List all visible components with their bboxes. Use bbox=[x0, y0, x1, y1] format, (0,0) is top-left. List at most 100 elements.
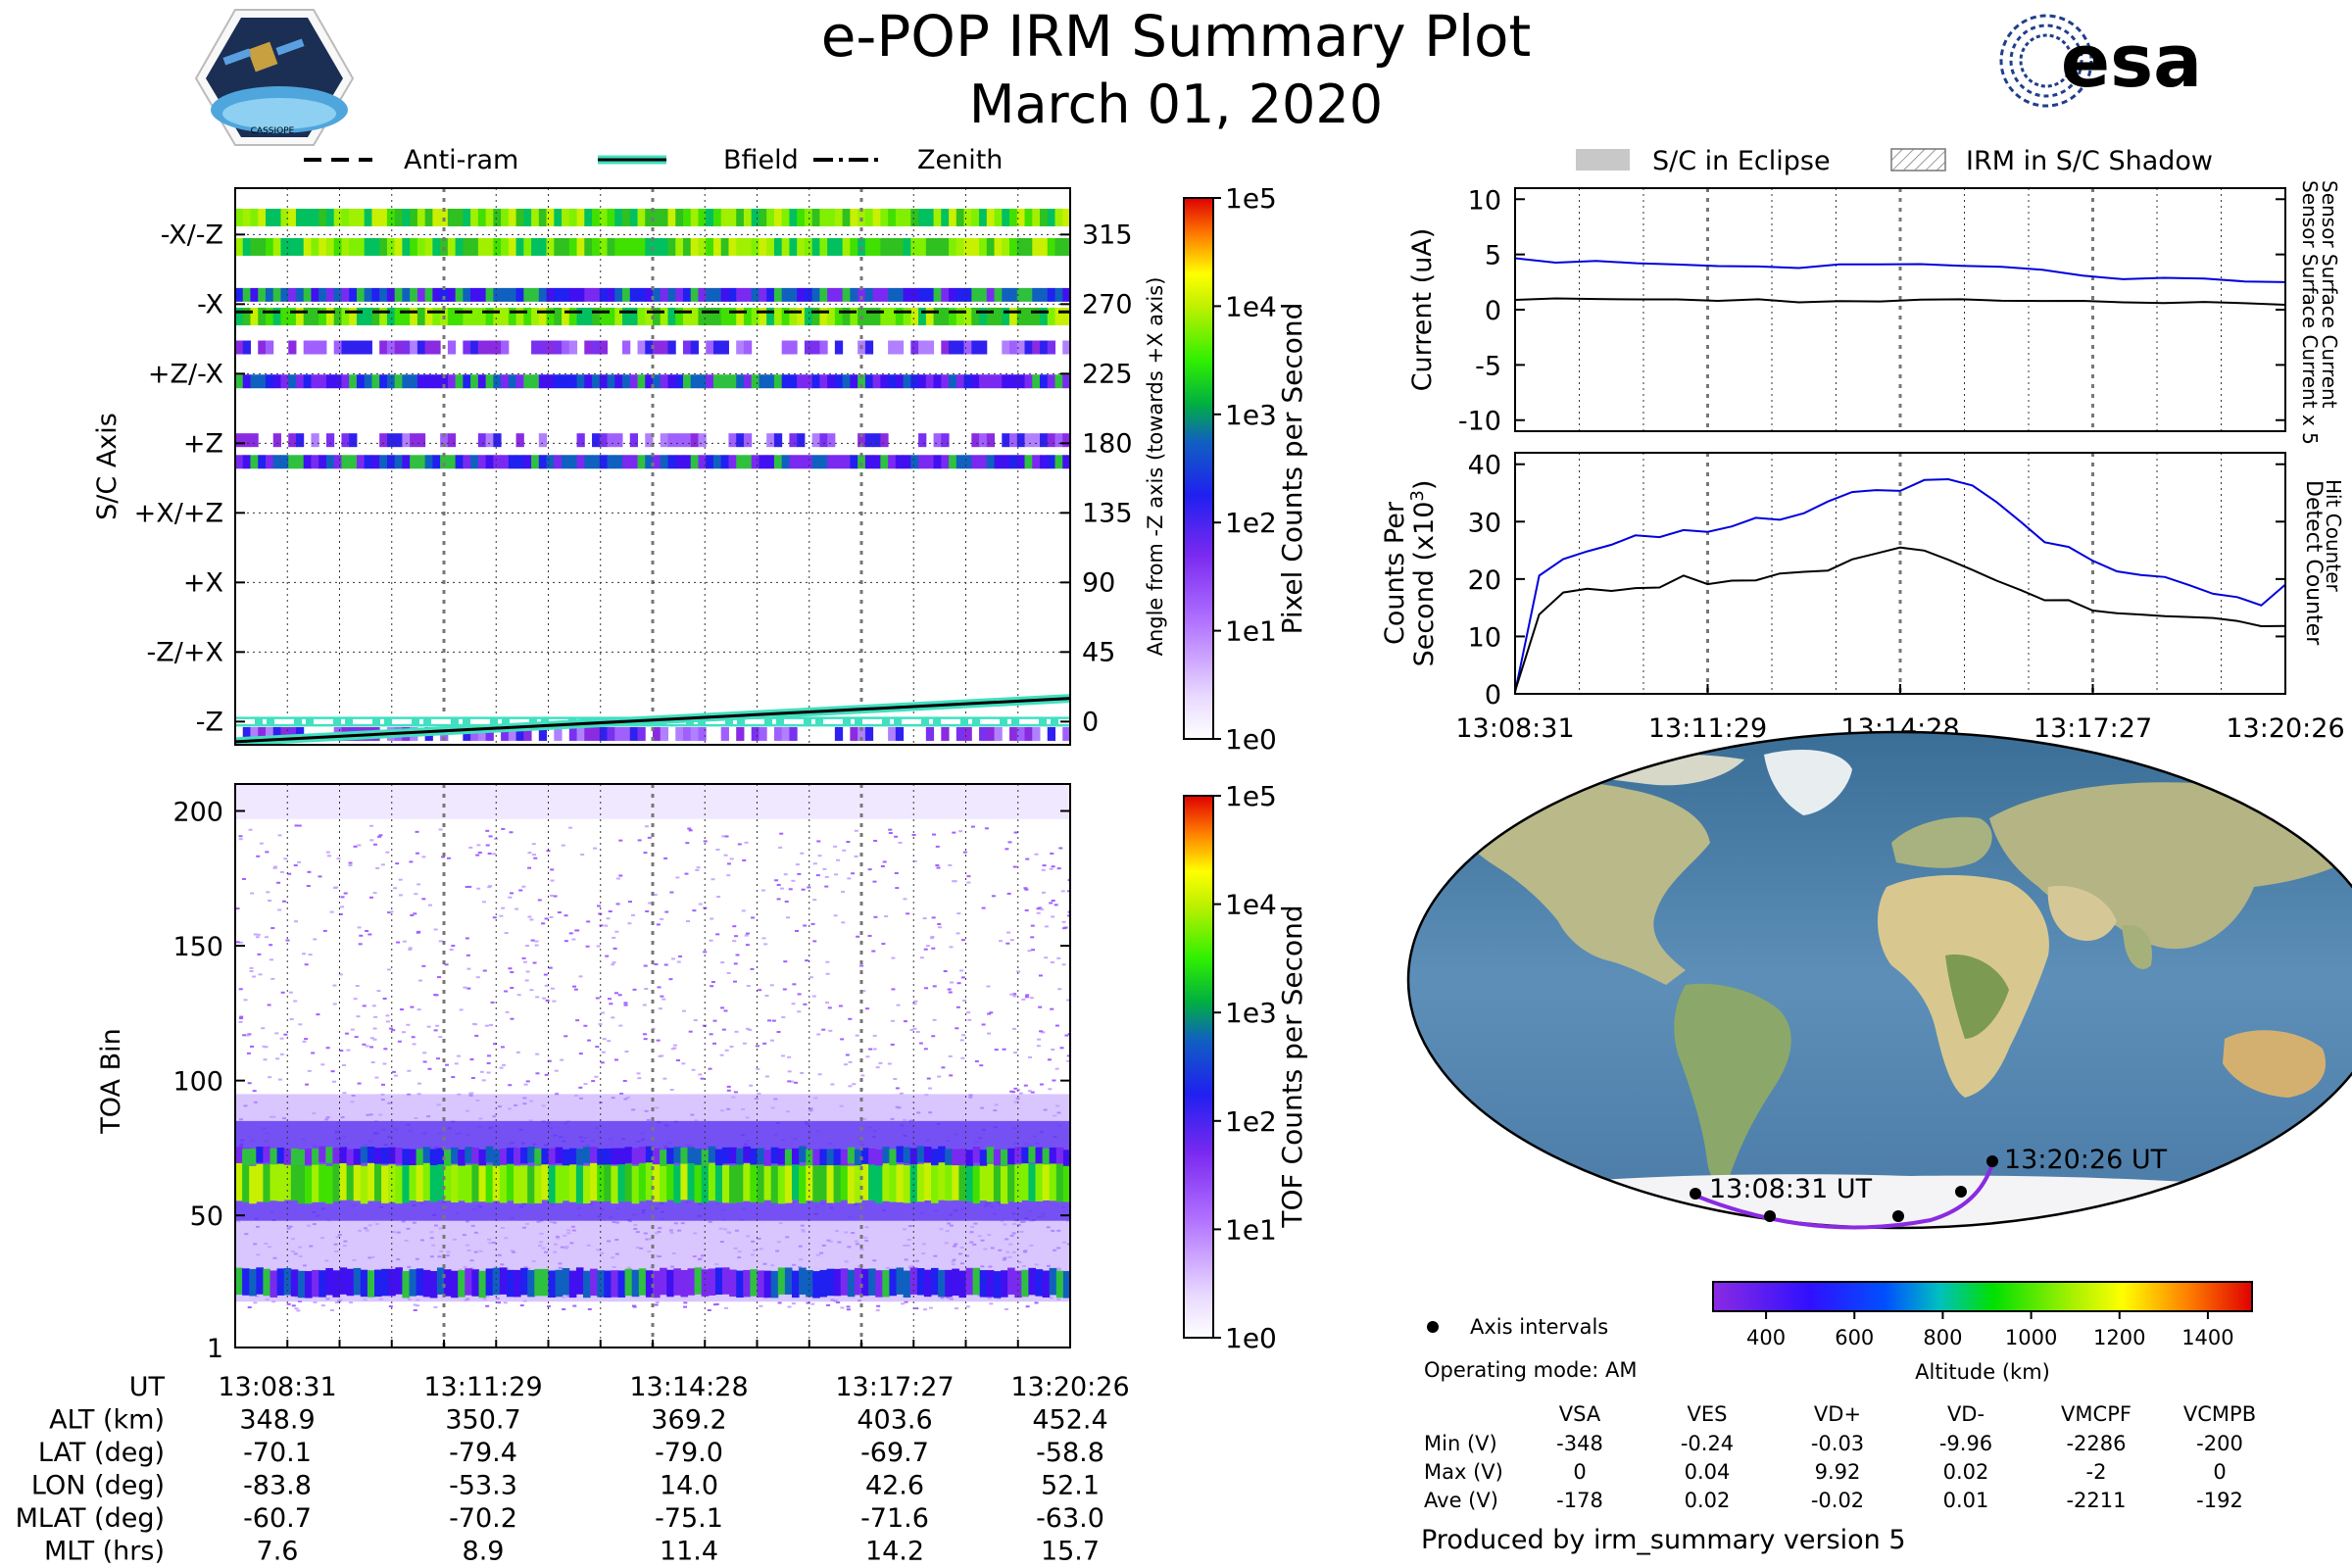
toa-band-cell bbox=[590, 1268, 598, 1297]
angle-band-cell bbox=[994, 726, 1003, 741]
angle-band-cell bbox=[1016, 374, 1026, 389]
toa-noise-cell bbox=[715, 848, 720, 851]
toa-band-cell bbox=[290, 1148, 299, 1165]
toa-noise-cell bbox=[451, 1076, 456, 1079]
toa-noise-cell bbox=[683, 1305, 688, 1308]
angle-band-cell bbox=[424, 237, 433, 256]
toa-noise-cell bbox=[481, 901, 486, 904]
toa-noise-cell bbox=[684, 872, 689, 875]
toa-band-cell bbox=[952, 1162, 959, 1200]
toa-band-cell bbox=[575, 1165, 584, 1204]
angle-band-cell bbox=[1002, 455, 1010, 469]
toa-band-cell bbox=[916, 1163, 925, 1202]
toa-noise-cell bbox=[276, 881, 281, 884]
angle-band-cell bbox=[979, 726, 988, 741]
angle-band-cell bbox=[773, 287, 783, 302]
toa-band-cell bbox=[736, 1164, 744, 1202]
angle-band-cell bbox=[538, 208, 548, 226]
angle-band-cell bbox=[872, 208, 881, 226]
toa-band-cell bbox=[568, 1164, 577, 1202]
angle-band-cell bbox=[607, 726, 615, 741]
angle-band-cell bbox=[653, 237, 662, 256]
toa-noise-cell bbox=[398, 894, 403, 897]
toa-noise-cell bbox=[871, 950, 876, 953]
angle-band-cell bbox=[1009, 726, 1018, 741]
toa-noise-cell bbox=[841, 890, 846, 893]
toa-noise-cell bbox=[273, 865, 278, 868]
toa-noise-cell bbox=[642, 1004, 647, 1006]
angle-band-cell bbox=[280, 307, 289, 325]
toa-noise-cell bbox=[1024, 996, 1029, 999]
toa-noise-cell bbox=[623, 1002, 628, 1004]
angle-band-cell bbox=[463, 307, 471, 325]
angle-band-cell bbox=[531, 455, 540, 469]
toa-band-cell bbox=[931, 1165, 939, 1203]
angle-band-cell bbox=[1009, 307, 1018, 325]
toa-band-cell bbox=[770, 1270, 779, 1298]
toa-noise-cell bbox=[277, 834, 282, 837]
angle-band-cell bbox=[653, 307, 662, 325]
angle-band-cell bbox=[910, 455, 919, 469]
angle-band-cell bbox=[341, 237, 350, 256]
toa-noise-cell bbox=[246, 1052, 251, 1054]
toa-band-cell bbox=[409, 1269, 417, 1297]
toa-noise-cell bbox=[688, 1030, 693, 1033]
angle-band-cell bbox=[956, 287, 965, 302]
current-right-label-black: Sensor Surface Current bbox=[2318, 180, 2341, 409]
angle-band-cell bbox=[416, 340, 426, 355]
toa-noise-cell bbox=[369, 1037, 374, 1040]
angle-band-cell bbox=[515, 287, 524, 302]
toa-noise-cell bbox=[899, 1092, 904, 1095]
toa-band-cell bbox=[388, 1268, 396, 1297]
toa-noise-cell bbox=[250, 1045, 255, 1048]
angle-band-cell bbox=[386, 237, 396, 256]
angle-band-cell bbox=[1032, 208, 1041, 226]
angle-band-cell bbox=[759, 237, 767, 256]
angle-band-cell bbox=[956, 726, 965, 741]
toa-noise-cell bbox=[991, 895, 996, 898]
angle-band-cell bbox=[531, 208, 540, 226]
toa-noise-cell bbox=[961, 976, 966, 979]
toa-noise-cell bbox=[583, 1024, 588, 1027]
toa-noise-cell bbox=[479, 1070, 484, 1073]
angle-band-cell bbox=[599, 340, 609, 355]
toa-noise-cell bbox=[342, 1092, 347, 1095]
angle-band-cell bbox=[1032, 374, 1041, 389]
toa-band-cell bbox=[631, 1148, 640, 1164]
toa-noise-cell bbox=[332, 886, 337, 889]
toa-band-cell bbox=[757, 1164, 765, 1203]
angle-ytick-label: +X/+Z bbox=[134, 498, 223, 528]
orbit-cell: -69.7 bbox=[860, 1438, 929, 1468]
angle-band-cell bbox=[963, 340, 972, 355]
angle-band-cell bbox=[288, 237, 297, 256]
toa-noise-cell bbox=[729, 1045, 734, 1048]
toa-noise-cell bbox=[631, 913, 636, 916]
toa-ytick-label: 100 bbox=[172, 1067, 223, 1098]
toa-noise-cell bbox=[750, 967, 755, 970]
toa-noise-cell bbox=[1051, 1048, 1055, 1051]
toa-noise-cell bbox=[860, 1074, 865, 1077]
toa-band-cell bbox=[1042, 1162, 1051, 1200]
legend-bfield-label: Bfield bbox=[723, 145, 799, 175]
toa-noise-cell bbox=[387, 911, 392, 914]
angle-band-cell bbox=[759, 726, 767, 741]
angle-band-cell bbox=[584, 307, 593, 325]
angle-band-cell bbox=[736, 726, 745, 741]
angle-band-cell bbox=[751, 287, 760, 302]
toa-noise-cell bbox=[608, 909, 612, 912]
angle-band-cell bbox=[288, 340, 297, 355]
toa-noise-cell bbox=[385, 1014, 390, 1017]
toa-band-cell bbox=[868, 1162, 876, 1201]
angle-band-cell bbox=[523, 307, 532, 325]
toa-noise-cell bbox=[763, 943, 768, 946]
toa-noise-cell bbox=[362, 1043, 367, 1046]
voltage-header: VSA bbox=[1559, 1402, 1601, 1426]
continent-europe bbox=[1891, 816, 1992, 868]
toa-noise-cell bbox=[521, 956, 526, 959]
angle-band-cell bbox=[629, 287, 639, 302]
toa-noise-cell bbox=[474, 1034, 479, 1037]
toa-noise-cell bbox=[445, 1063, 450, 1066]
angle-band-cell bbox=[1062, 307, 1070, 325]
toa-noise-cell bbox=[465, 886, 469, 889]
